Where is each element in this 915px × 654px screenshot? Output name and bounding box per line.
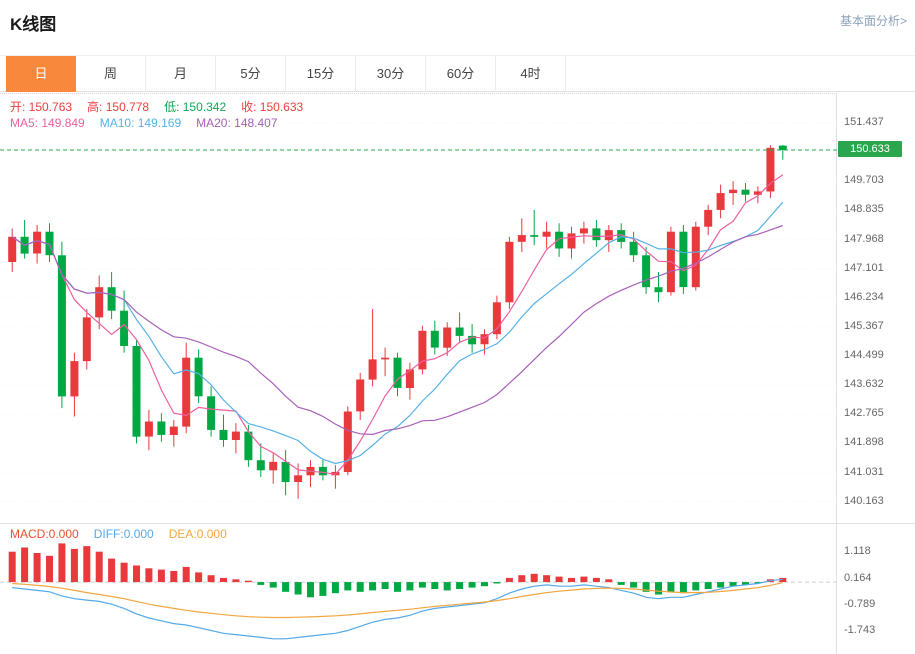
price-axis-label: 147.101 [844,262,884,274]
legend-ohlc-收: 收: 150.633 [241,100,304,114]
macd-plot[interactable] [0,524,837,654]
candlestick-chart-region[interactable]: 开: 150.763 高: 150.778 低: 150.342 收: 150.633… [0,93,837,523]
tab-60分[interactable]: 60分 [426,56,496,92]
price-axis-label: 149.703 [844,174,884,186]
legend-macd-diff: DIFF:0.000 [93,527,154,541]
price-axis-label: 148.835 [844,203,884,215]
legend-ohlc-高: 高: 150.778 [87,100,150,114]
price-axis-label: 144.499 [844,349,884,361]
legend-ohlc-低: 低: 150.342 [164,100,227,114]
price-axis-label: 142.765 [844,407,884,419]
macd-axis-label: -0.789 [844,598,876,610]
candlestick-svg [0,122,837,503]
price-axis: 151.437 149.703 148.835 147.968 147.101 146.2… [838,93,915,523]
legend-ohlc-开: 开: 150.763 [10,100,73,114]
legend-macd-dea: DEA:0.000 [168,527,227,541]
tab-5分[interactable]: 5分 [216,56,286,92]
macd-axis-label: 0.164 [844,572,872,584]
price-axis-label: 141.898 [844,436,884,448]
tab-15分[interactable]: 15分 [286,56,356,92]
tab-月[interactable]: 月 [146,56,216,92]
ma-legend: MA5: 149.849 MA10: 149.169 MA20: 148.407 [10,116,293,130]
macd-axis-label: 1.118 [844,545,871,557]
macd-region[interactable]: MACD:0.000 DIFF:0.000 DEA:0.000 [0,524,837,654]
candlestick-plot[interactable] [0,94,837,529]
price-axis-label: 151.437 [844,116,884,128]
tab-日[interactable]: 日 [6,56,76,92]
price-axis-label: 141.031 [844,466,884,478]
tab-周[interactable]: 周 [76,56,146,92]
tab-30分[interactable]: 30分 [356,56,426,92]
legend-ma-ma5: MA5: 149.849 [10,116,85,130]
price-axis-label: 147.968 [844,233,884,245]
panel-divider [0,523,915,524]
macd-axis-label: -1.743 [844,624,876,636]
macd-legend: MACD:0.000 DIFF:0.000 DEA:0.000 [10,527,242,541]
page-title: K线图 [10,15,57,34]
macd-svg [0,543,837,640]
legend-ma-ma10: MA10: 149.169 [99,116,182,130]
fundamental-analysis-link[interactable]: 基本面分析> [839,14,907,28]
current-price-tag: 150.633 [838,141,902,157]
legend-ma-ma20: MA20: 148.407 [196,116,278,130]
price-axis-label: 143.632 [844,378,884,390]
timeframe-tabbar: 日周月 5分 15分 30分 60分 4时 [0,55,915,92]
tab-4时[interactable]: 4时 [496,56,566,92]
macd-axis: 1.118 0.164 -0.789 -1.743 [838,524,915,654]
price-axis-label: 146.234 [844,291,884,303]
legend-macd-macd: MACD:0.000 [10,527,79,541]
price-axis-label: 140.163 [844,495,884,507]
ohlc-legend: 开: 150.763 高: 150.778 低: 150.342 收: 150.633 [10,98,318,115]
price-axis-label: 145.367 [844,320,884,332]
